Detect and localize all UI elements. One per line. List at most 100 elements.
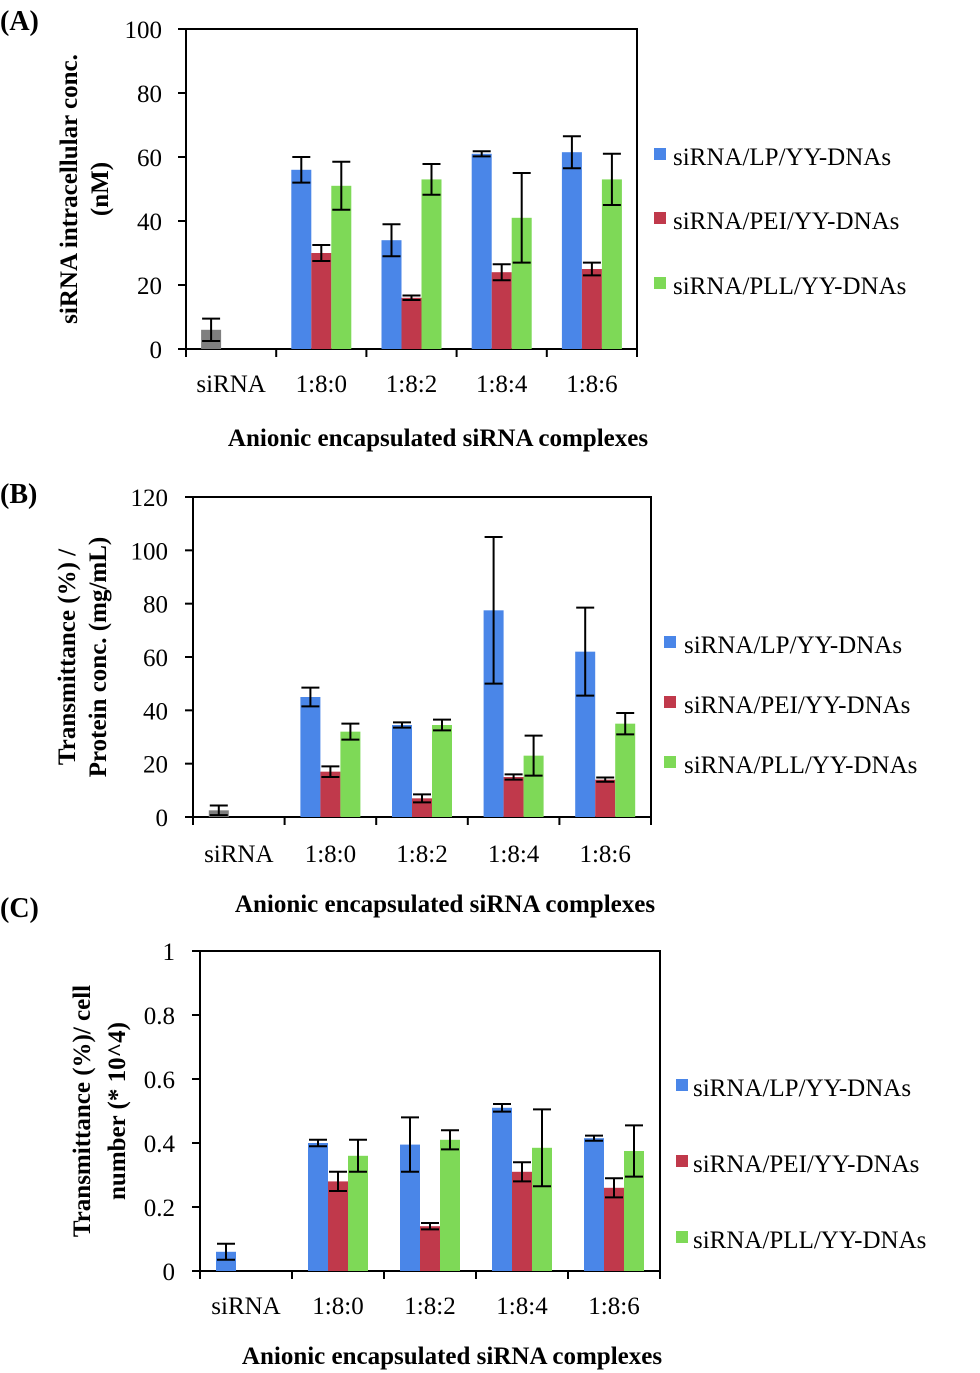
x-category-label: 1:8:6 bbox=[566, 371, 617, 398]
legend-swatch bbox=[676, 1231, 688, 1243]
legend-label: siRNA/LP/YY-DNAs bbox=[673, 144, 891, 171]
bar-sirna-lp-yy-dnas bbox=[561, 152, 582, 349]
bar-sirna-pei-yy-dnas bbox=[491, 272, 512, 349]
bar-sirna-lp-yy-dnas bbox=[492, 1107, 512, 1271]
y-tick-label: 0.2 bbox=[144, 1195, 175, 1222]
bar-sirna-pll-yy-dnas bbox=[511, 217, 532, 349]
panel-label: (A) bbox=[0, 6, 39, 37]
legend-label: siRNA/LP/YY-DNAs bbox=[693, 1075, 911, 1102]
bar-sirna-pei-yy-dnas bbox=[503, 777, 524, 817]
x-category-label: 1:8:0 bbox=[312, 1293, 363, 1320]
bar-sirna-lp-yy-dnas bbox=[483, 610, 504, 817]
legend-label: siRNA/PLL/YY-DNAs bbox=[684, 752, 917, 779]
y-tick-label: 120 bbox=[131, 485, 169, 512]
panel-label: (C) bbox=[0, 893, 39, 924]
y-axis-title-line-2: number (* 10^4) bbox=[104, 1022, 131, 1200]
bar-sirna-lp-yy-dnas bbox=[400, 1144, 420, 1271]
y-tick-label: 40 bbox=[143, 698, 168, 725]
legend-swatch bbox=[664, 636, 676, 648]
bar-sirna-pll-yy-dnas bbox=[432, 725, 452, 817]
bar-sirna-pll-yy-dnas bbox=[348, 1155, 368, 1271]
bar-control-siRNA bbox=[216, 1251, 236, 1271]
bar-sirna-pll-yy-dnas bbox=[523, 755, 544, 817]
bar-sirna-lp-yy-dnas bbox=[584, 1138, 604, 1271]
x-axis-title: Anionic encapsulated siRNA complexes bbox=[242, 1343, 662, 1370]
y-tick-label: 0 bbox=[156, 805, 169, 832]
x-category-label: 1:8:6 bbox=[588, 1293, 639, 1320]
legend-label: siRNA/PEI/YY-DNAs bbox=[693, 1151, 919, 1178]
bar-sirna-lp-yy-dnas bbox=[381, 240, 402, 349]
bar-sirna-pll-yy-dnas bbox=[532, 1147, 552, 1271]
legend-swatch bbox=[676, 1079, 688, 1091]
bar-sirna-pei-yy-dnas bbox=[595, 779, 616, 817]
bar-sirna-lp-yy-dnas bbox=[300, 697, 321, 817]
x-category-label: 1:8:4 bbox=[476, 371, 528, 398]
bar-sirna-pei-yy-dnas bbox=[512, 1171, 532, 1271]
bar-sirna-pei-yy-dnas bbox=[320, 771, 341, 817]
x-category-label: 1:8:2 bbox=[396, 841, 447, 868]
panel-label: (B) bbox=[0, 479, 37, 510]
legend-swatch bbox=[676, 1155, 688, 1167]
y-tick-label: 20 bbox=[137, 273, 162, 300]
y-axis-title-line-1: siRNA intracellular conc. bbox=[56, 54, 83, 324]
bar-sirna-pei-yy-dnas bbox=[604, 1187, 624, 1271]
x-axis-title: Anionic encapsulated siRNA complexes bbox=[235, 891, 655, 918]
x-category-label: 1:8:6 bbox=[579, 841, 630, 868]
y-tick-label: 80 bbox=[143, 592, 168, 619]
legend-swatch bbox=[654, 277, 666, 289]
x-axis-title: Anionic encapsulated siRNA complexes bbox=[228, 425, 648, 452]
legend-swatch bbox=[664, 756, 676, 768]
bar-sirna-pll-yy-dnas bbox=[440, 1139, 460, 1271]
x-category-label: 1:8:0 bbox=[305, 841, 356, 868]
y-axis-title-line-2: Protein conc. (mg/mL) bbox=[85, 537, 112, 777]
y-tick-label: 40 bbox=[137, 209, 162, 236]
y-tick-label: 0 bbox=[163, 1259, 176, 1286]
legend-label: siRNA/PLL/YY-DNAs bbox=[693, 1227, 926, 1254]
x-category-label: 1:8:2 bbox=[404, 1293, 455, 1320]
bar-sirna-lp-yy-dnas bbox=[575, 651, 596, 817]
bar-sirna-pll-yy-dnas bbox=[624, 1151, 644, 1271]
y-axis-title-line-1: Transmittance (%) / bbox=[54, 548, 81, 765]
bar-sirna-pll-yy-dnas bbox=[340, 731, 361, 817]
y-tick-label: 100 bbox=[125, 17, 163, 44]
legend-label: siRNA/PLL/YY-DNAs bbox=[673, 273, 906, 300]
bar-sirna-pei-yy-dnas bbox=[328, 1181, 348, 1271]
y-tick-label: 60 bbox=[143, 645, 168, 672]
y-tick-label: 20 bbox=[143, 752, 168, 779]
bar-sirna-pll-yy-dnas bbox=[331, 185, 352, 349]
chart-panel-2: (B) 0 20 40 60 80 100 120 siRNA 1:8:0 1:8:2 1:8:4 1:… bbox=[0, 479, 917, 918]
y-axis-title-line-1: Transmittance (%)/ cell bbox=[69, 985, 96, 1237]
x-category-label: siRNA bbox=[204, 841, 273, 868]
plot-area-frame bbox=[199, 950, 661, 1272]
bar-sirna-pei-yy-dnas bbox=[311, 253, 332, 349]
legend-swatch bbox=[664, 696, 676, 708]
legend-label: siRNA/LP/YY-DNAs bbox=[684, 632, 902, 659]
chart-panel-3: (C) 0 0.2 0.4 0.6 0.8 1 siRNA 1:8:0 1:8:2 1:8:4 1:8… bbox=[0, 893, 926, 1370]
legend-swatch bbox=[654, 212, 666, 224]
y-tick-label: 0.8 bbox=[144, 1003, 175, 1030]
bar-sirna-pll-yy-dnas bbox=[601, 179, 622, 349]
legend-label: siRNA/PEI/YY-DNAs bbox=[673, 208, 899, 235]
bar-sirna-pll-yy-dnas bbox=[615, 723, 636, 817]
bar-sirna-pei-yy-dnas bbox=[401, 297, 422, 349]
chart-panel-1: (A) 0 20 40 60 80 100 siRNA 1:8:0 1:8:2 1:8:4 1:8:6… bbox=[0, 6, 906, 452]
y-tick-label: 80 bbox=[137, 81, 162, 108]
legend-label: siRNA/PEI/YY-DNAs bbox=[684, 692, 910, 719]
bar-sirna-pei-yy-dnas bbox=[581, 269, 602, 349]
x-category-label: 1:8:2 bbox=[386, 371, 437, 398]
bar-sirna-pei-yy-dnas bbox=[420, 1226, 440, 1271]
x-category-label: 1:8:4 bbox=[496, 1293, 548, 1320]
x-category-label: siRNA bbox=[196, 371, 265, 398]
y-tick-label: 100 bbox=[131, 538, 169, 565]
y-axis-title-line-2: (nM) bbox=[87, 162, 114, 216]
x-category-label: 1:8:4 bbox=[488, 841, 540, 868]
y-tick-label: 0.4 bbox=[144, 1131, 176, 1158]
legend-swatch bbox=[654, 148, 666, 160]
plot-area-frame bbox=[192, 496, 652, 818]
y-tick-label: 60 bbox=[137, 145, 162, 172]
y-tick-label: 0.6 bbox=[144, 1067, 175, 1094]
bar-sirna-lp-yy-dnas bbox=[392, 725, 412, 817]
bar-sirna-lp-yy-dnas bbox=[471, 153, 492, 349]
x-category-label: 1:8:0 bbox=[296, 371, 347, 398]
